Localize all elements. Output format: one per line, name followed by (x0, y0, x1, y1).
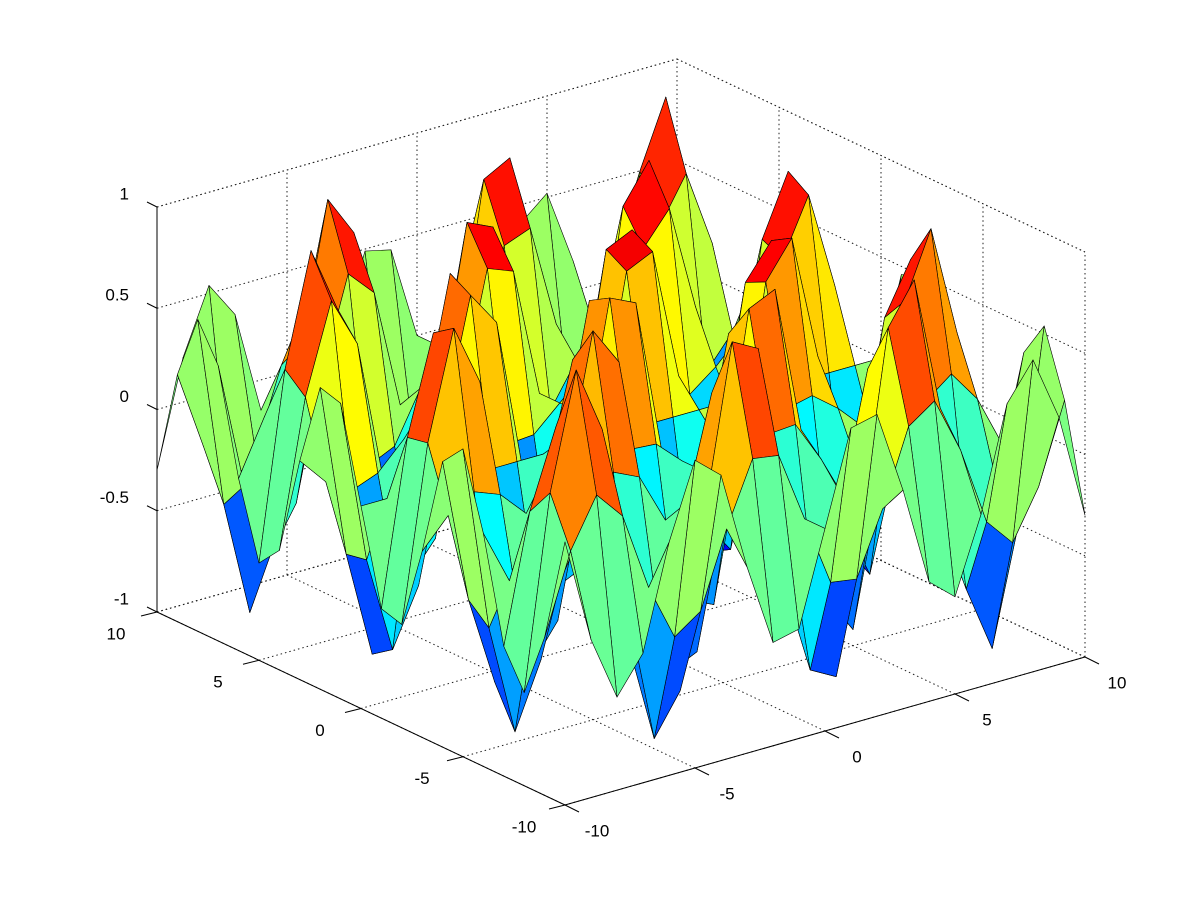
y-tick (344, 708, 362, 713)
z-tick (146, 404, 158, 410)
grid-line (156, 58, 678, 208)
y-tick (242, 659, 260, 665)
z-tick-label: -0.5 (100, 488, 129, 507)
x-tick (694, 767, 710, 776)
y-tick-label: -5 (414, 769, 429, 788)
y-tick-label: 10 (107, 624, 126, 643)
z-tick-label: 0 (120, 387, 129, 406)
z-tick (146, 201, 158, 208)
z-tick (146, 505, 158, 512)
x-tick (954, 693, 970, 702)
y-tick (446, 756, 464, 762)
z-tick (146, 606, 158, 613)
z-tick (146, 302, 158, 309)
x-tick-label: 10 (1108, 673, 1127, 692)
y-tick (140, 611, 158, 617)
z-tick-label: -1 (114, 589, 129, 608)
grid-line (676, 58, 1086, 253)
grid-line (676, 463, 1086, 658)
x-tick (824, 730, 840, 739)
x-tick (1084, 656, 1100, 665)
y-tick-label: -10 (512, 817, 537, 836)
grid-line (676, 159, 1086, 354)
x-tick (564, 804, 580, 813)
grid-line (156, 159, 678, 309)
x-tick-label: -5 (719, 784, 734, 803)
x-tick-label: 5 (982, 710, 991, 729)
x-tick-label: -10 (585, 821, 610, 840)
y-tick-label: 0 (315, 721, 324, 740)
grid-line (462, 608, 984, 758)
z-tick-label: 0.5 (105, 286, 129, 305)
y-tick-label: 5 (213, 673, 222, 692)
y-tick (548, 804, 566, 810)
surface-patch (544, 541, 592, 640)
x-tick-label: 0 (852, 747, 861, 766)
z-tick-label: 1 (120, 184, 129, 203)
